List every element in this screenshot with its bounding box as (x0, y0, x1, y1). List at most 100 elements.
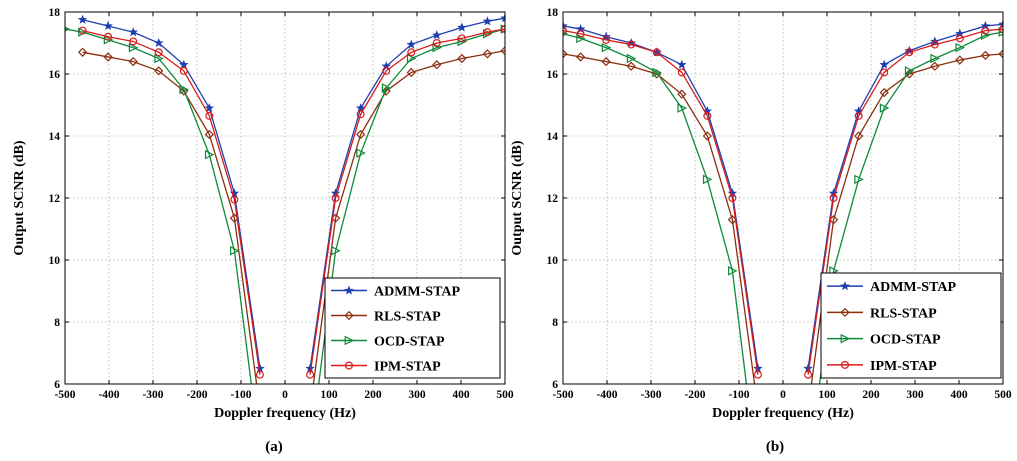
y-tick-label: 12 (547, 193, 559, 205)
data-point (563, 49, 568, 59)
data-point (457, 36, 468, 47)
chart-panel-a: -500 -400 -300 -200 -100 0 100 200 300 400 500 6 8 10… (12, 7, 514, 455)
data-point (626, 53, 637, 64)
ticks: -500 -400 -300 -200 -100 0 100 200 300 400 500 6 8 10… (547, 7, 1012, 401)
legend-item: IPM-STAP (331, 360, 441, 375)
series-line-right (818, 31, 1003, 384)
data-point (854, 111, 863, 120)
data-point (331, 245, 341, 256)
data-point (677, 89, 687, 99)
data-point (677, 59, 687, 69)
data-point (703, 111, 712, 120)
data-point (457, 34, 466, 43)
data-point (576, 33, 586, 44)
data-point (457, 53, 467, 64)
data-point (500, 13, 505, 23)
data-point (179, 66, 188, 75)
data-point (627, 40, 636, 49)
x-tick-label: 500 (994, 389, 1012, 401)
x-axis-label: Doppler frequency (Hz) (214, 406, 356, 421)
data-point (356, 129, 366, 140)
data-point (879, 59, 889, 69)
data-point (930, 40, 939, 49)
legend: ADMM-STAP RLS-STAP OCD-STAP IPM-STAP (324, 277, 501, 379)
data-point (179, 84, 189, 95)
data-point (356, 148, 366, 158)
legend-box (324, 277, 501, 379)
grid (65, 12, 505, 384)
series-line-right (309, 28, 505, 375)
legend-marker (344, 285, 354, 295)
x-axis-label: Doppler frequency (Hz) (712, 406, 854, 421)
legend-item: RLS-STAP (331, 310, 441, 325)
legend-marker (344, 310, 354, 321)
legend-marker (344, 335, 355, 346)
legend-item: IPM-STAP (827, 359, 937, 374)
data-point (652, 48, 661, 57)
data-point (355, 103, 366, 113)
x-tick-label: 500 (496, 389, 514, 401)
data-point (652, 67, 662, 78)
legend-marker (840, 307, 850, 318)
data-point (128, 27, 138, 37)
x-tick-label: -500 (54, 389, 75, 401)
data-point (103, 20, 113, 31)
x-tick-label: 200 (862, 389, 880, 401)
data-point (77, 47, 88, 57)
y-tick-label: 10 (49, 255, 61, 267)
data-point (382, 66, 391, 75)
data-point (128, 42, 139, 53)
data-point (255, 370, 264, 379)
grid (563, 12, 1003, 384)
data-point (879, 87, 889, 98)
x-tick-label: -400 (98, 389, 119, 401)
data-point (457, 22, 467, 32)
data-point (406, 67, 416, 78)
y-tick-label: 12 (49, 193, 61, 205)
data-point (998, 49, 1003, 59)
legend-label: ADMM-STAP (374, 285, 461, 300)
series-line-left (563, 53, 756, 384)
data-point (179, 59, 189, 69)
legend-item: ADMM-STAP (827, 280, 957, 295)
x-tick-label: -300 (142, 389, 163, 401)
y-tick-label: 10 (547, 255, 559, 267)
legend-label: RLS-STAP (870, 306, 937, 321)
legend-marker (840, 281, 850, 291)
data-point (356, 110, 365, 119)
data-point (955, 42, 966, 53)
legend-item: OCD-STAP (331, 335, 445, 350)
data-point (626, 61, 636, 71)
data-point (955, 34, 964, 43)
x-tick-label: 300 (408, 389, 426, 401)
y-axis-label: Output SCNR (dB) (510, 140, 525, 255)
series-rls-stap (77, 46, 505, 384)
series-admm-stap (77, 13, 505, 373)
data-point (702, 131, 712, 141)
legend-marker (345, 361, 354, 370)
x-tick-label: 300 (906, 389, 924, 401)
panel-label: (a) (265, 439, 283, 455)
legend-label: OCD-STAP (374, 335, 445, 350)
legend-box (820, 272, 1002, 379)
y-tick-label: 14 (49, 131, 61, 143)
data-point (483, 28, 492, 37)
data-point (103, 52, 113, 62)
x-tick-label: -400 (596, 389, 617, 401)
data-point (905, 48, 914, 57)
y-axis-label: Output SCNR (dB) (12, 140, 27, 255)
data-point (230, 195, 239, 204)
y-tick-label: 18 (547, 7, 559, 19)
data-point (981, 26, 990, 35)
data-point (406, 53, 417, 64)
data-point (980, 30, 991, 41)
data-point (153, 37, 164, 48)
data-point (154, 66, 164, 76)
data-point (204, 129, 214, 140)
series-line-left (563, 29, 759, 375)
panel-label: (b) (766, 439, 784, 455)
data-point (980, 50, 991, 61)
chart-panel-b: -500 -400 -300 -200 -100 0 100 200 300 400 500 6 8 10… (510, 7, 1012, 455)
data-point (407, 48, 416, 57)
series-line-right (810, 53, 1003, 384)
